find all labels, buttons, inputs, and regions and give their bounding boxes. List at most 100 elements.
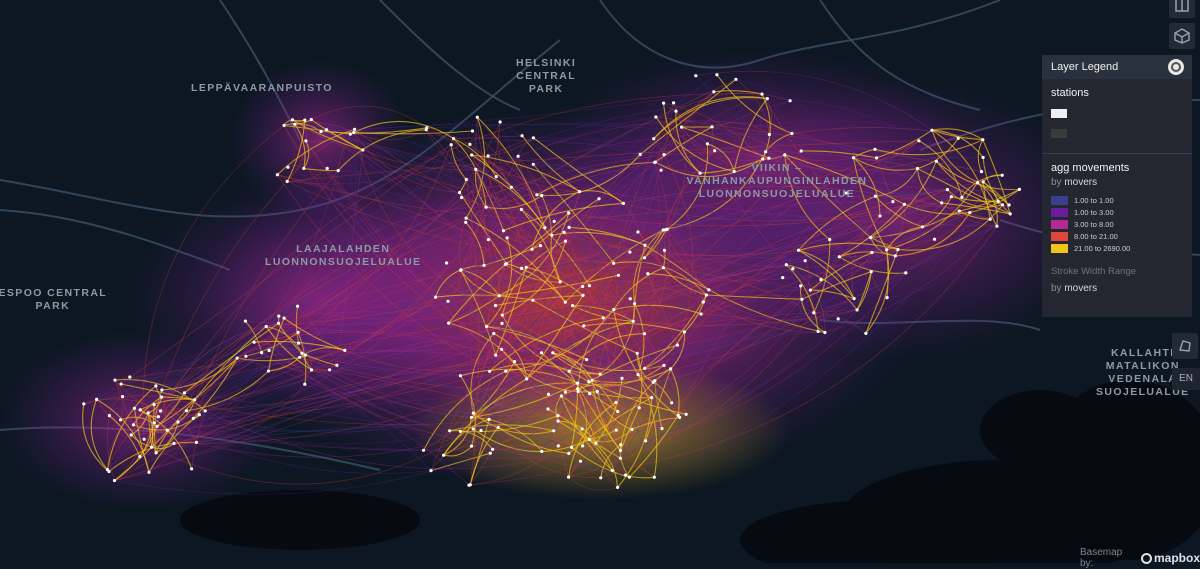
station-point[interactable] — [563, 231, 566, 234]
station-point[interactable] — [683, 330, 686, 333]
station-point[interactable] — [540, 351, 543, 354]
station-point[interactable] — [791, 267, 794, 270]
station-point[interactable] — [531, 299, 534, 302]
station-point[interactable] — [286, 180, 289, 183]
station-point[interactable] — [864, 332, 867, 335]
station-point[interactable] — [707, 288, 710, 291]
station-point[interactable] — [150, 446, 153, 449]
station-point[interactable] — [445, 261, 448, 264]
station-point[interactable] — [588, 284, 591, 287]
station-point[interactable] — [715, 73, 718, 76]
station-point[interactable] — [838, 255, 841, 258]
station-point[interactable] — [349, 133, 352, 136]
station-point[interactable] — [705, 293, 708, 296]
station-point[interactable] — [1008, 203, 1011, 206]
station-point[interactable] — [619, 449, 622, 452]
station-point[interactable] — [652, 137, 655, 140]
station-point[interactable] — [950, 195, 953, 198]
station-point[interactable] — [352, 131, 355, 134]
station-point[interactable] — [159, 409, 162, 412]
station-point[interactable] — [442, 454, 445, 457]
station-point[interactable] — [935, 160, 938, 163]
station-point[interactable] — [710, 125, 713, 128]
station-point[interactable] — [485, 206, 488, 209]
station-point[interactable] — [535, 193, 538, 196]
station-point[interactable] — [636, 373, 639, 376]
station-point[interactable] — [160, 396, 163, 399]
station-point[interactable] — [459, 430, 462, 433]
station-point[interactable] — [244, 355, 247, 358]
station-point[interactable] — [447, 322, 450, 325]
station-point[interactable] — [297, 331, 300, 334]
station-point[interactable] — [674, 110, 677, 113]
station-point[interactable] — [799, 284, 802, 287]
station-point[interactable] — [132, 423, 135, 426]
station-point[interactable] — [797, 249, 800, 252]
station-point[interactable] — [160, 388, 163, 391]
station-point[interactable] — [581, 294, 584, 297]
station-point[interactable] — [680, 126, 683, 129]
station-point[interactable] — [543, 226, 546, 229]
station-point[interactable] — [472, 412, 475, 415]
station-point[interactable] — [638, 406, 641, 409]
station-point[interactable] — [82, 402, 85, 405]
station-point[interactable] — [958, 209, 961, 212]
station-point[interactable] — [619, 457, 622, 460]
station-point[interactable] — [662, 266, 665, 269]
station-point[interactable] — [579, 460, 582, 463]
station-point[interactable] — [653, 476, 656, 479]
station-point[interactable] — [293, 123, 296, 126]
station-point[interactable] — [789, 99, 792, 102]
station-point[interactable] — [517, 155, 520, 158]
station-point[interactable] — [138, 455, 141, 458]
station-point[interactable] — [552, 429, 555, 432]
station-point[interactable] — [244, 320, 247, 323]
station-point[interactable] — [485, 325, 488, 328]
station-point[interactable] — [107, 470, 110, 473]
station-point[interactable] — [550, 234, 553, 237]
station-point[interactable] — [904, 271, 907, 274]
station-point[interactable] — [458, 191, 461, 194]
station-point[interactable] — [896, 248, 899, 251]
station-point[interactable] — [620, 377, 623, 380]
station-point[interactable] — [190, 467, 193, 470]
station-point[interactable] — [694, 74, 697, 77]
station-point[interactable] — [981, 138, 984, 141]
station-point[interactable] — [767, 157, 770, 160]
station-point[interactable] — [343, 349, 346, 352]
station-point[interactable] — [616, 410, 619, 413]
station-point[interactable] — [547, 393, 550, 396]
station-point[interactable] — [470, 153, 473, 156]
station-point[interactable] — [464, 221, 467, 224]
station-point[interactable] — [633, 302, 636, 305]
station-point[interactable] — [236, 357, 239, 360]
station-point[interactable] — [560, 394, 563, 397]
station-point[interactable] — [204, 409, 207, 412]
station-point[interactable] — [193, 398, 196, 401]
station-point[interactable] — [195, 441, 198, 444]
station-point[interactable] — [588, 392, 591, 395]
station-point[interactable] — [980, 170, 983, 173]
station-point[interactable] — [139, 408, 142, 411]
station-point[interactable] — [599, 476, 602, 479]
station-point[interactable] — [460, 268, 463, 271]
station-point[interactable] — [968, 211, 971, 214]
station-point[interactable] — [852, 156, 855, 159]
station-point[interactable] — [874, 195, 877, 198]
station-point[interactable] — [525, 266, 528, 269]
station-point[interactable] — [960, 196, 963, 199]
station-point[interactable] — [976, 181, 979, 184]
station-point[interactable] — [581, 427, 584, 430]
station-point[interactable] — [602, 316, 605, 319]
station-point[interactable] — [328, 368, 331, 371]
station-point[interactable] — [471, 129, 474, 132]
station-point[interactable] — [587, 380, 590, 383]
station-point[interactable] — [617, 274, 620, 277]
station-point[interactable] — [133, 407, 136, 410]
station-point[interactable] — [310, 118, 313, 121]
station-point[interactable] — [277, 322, 280, 325]
station-point[interactable] — [296, 305, 299, 308]
station-point[interactable] — [643, 256, 646, 259]
station-point[interactable] — [800, 149, 803, 152]
